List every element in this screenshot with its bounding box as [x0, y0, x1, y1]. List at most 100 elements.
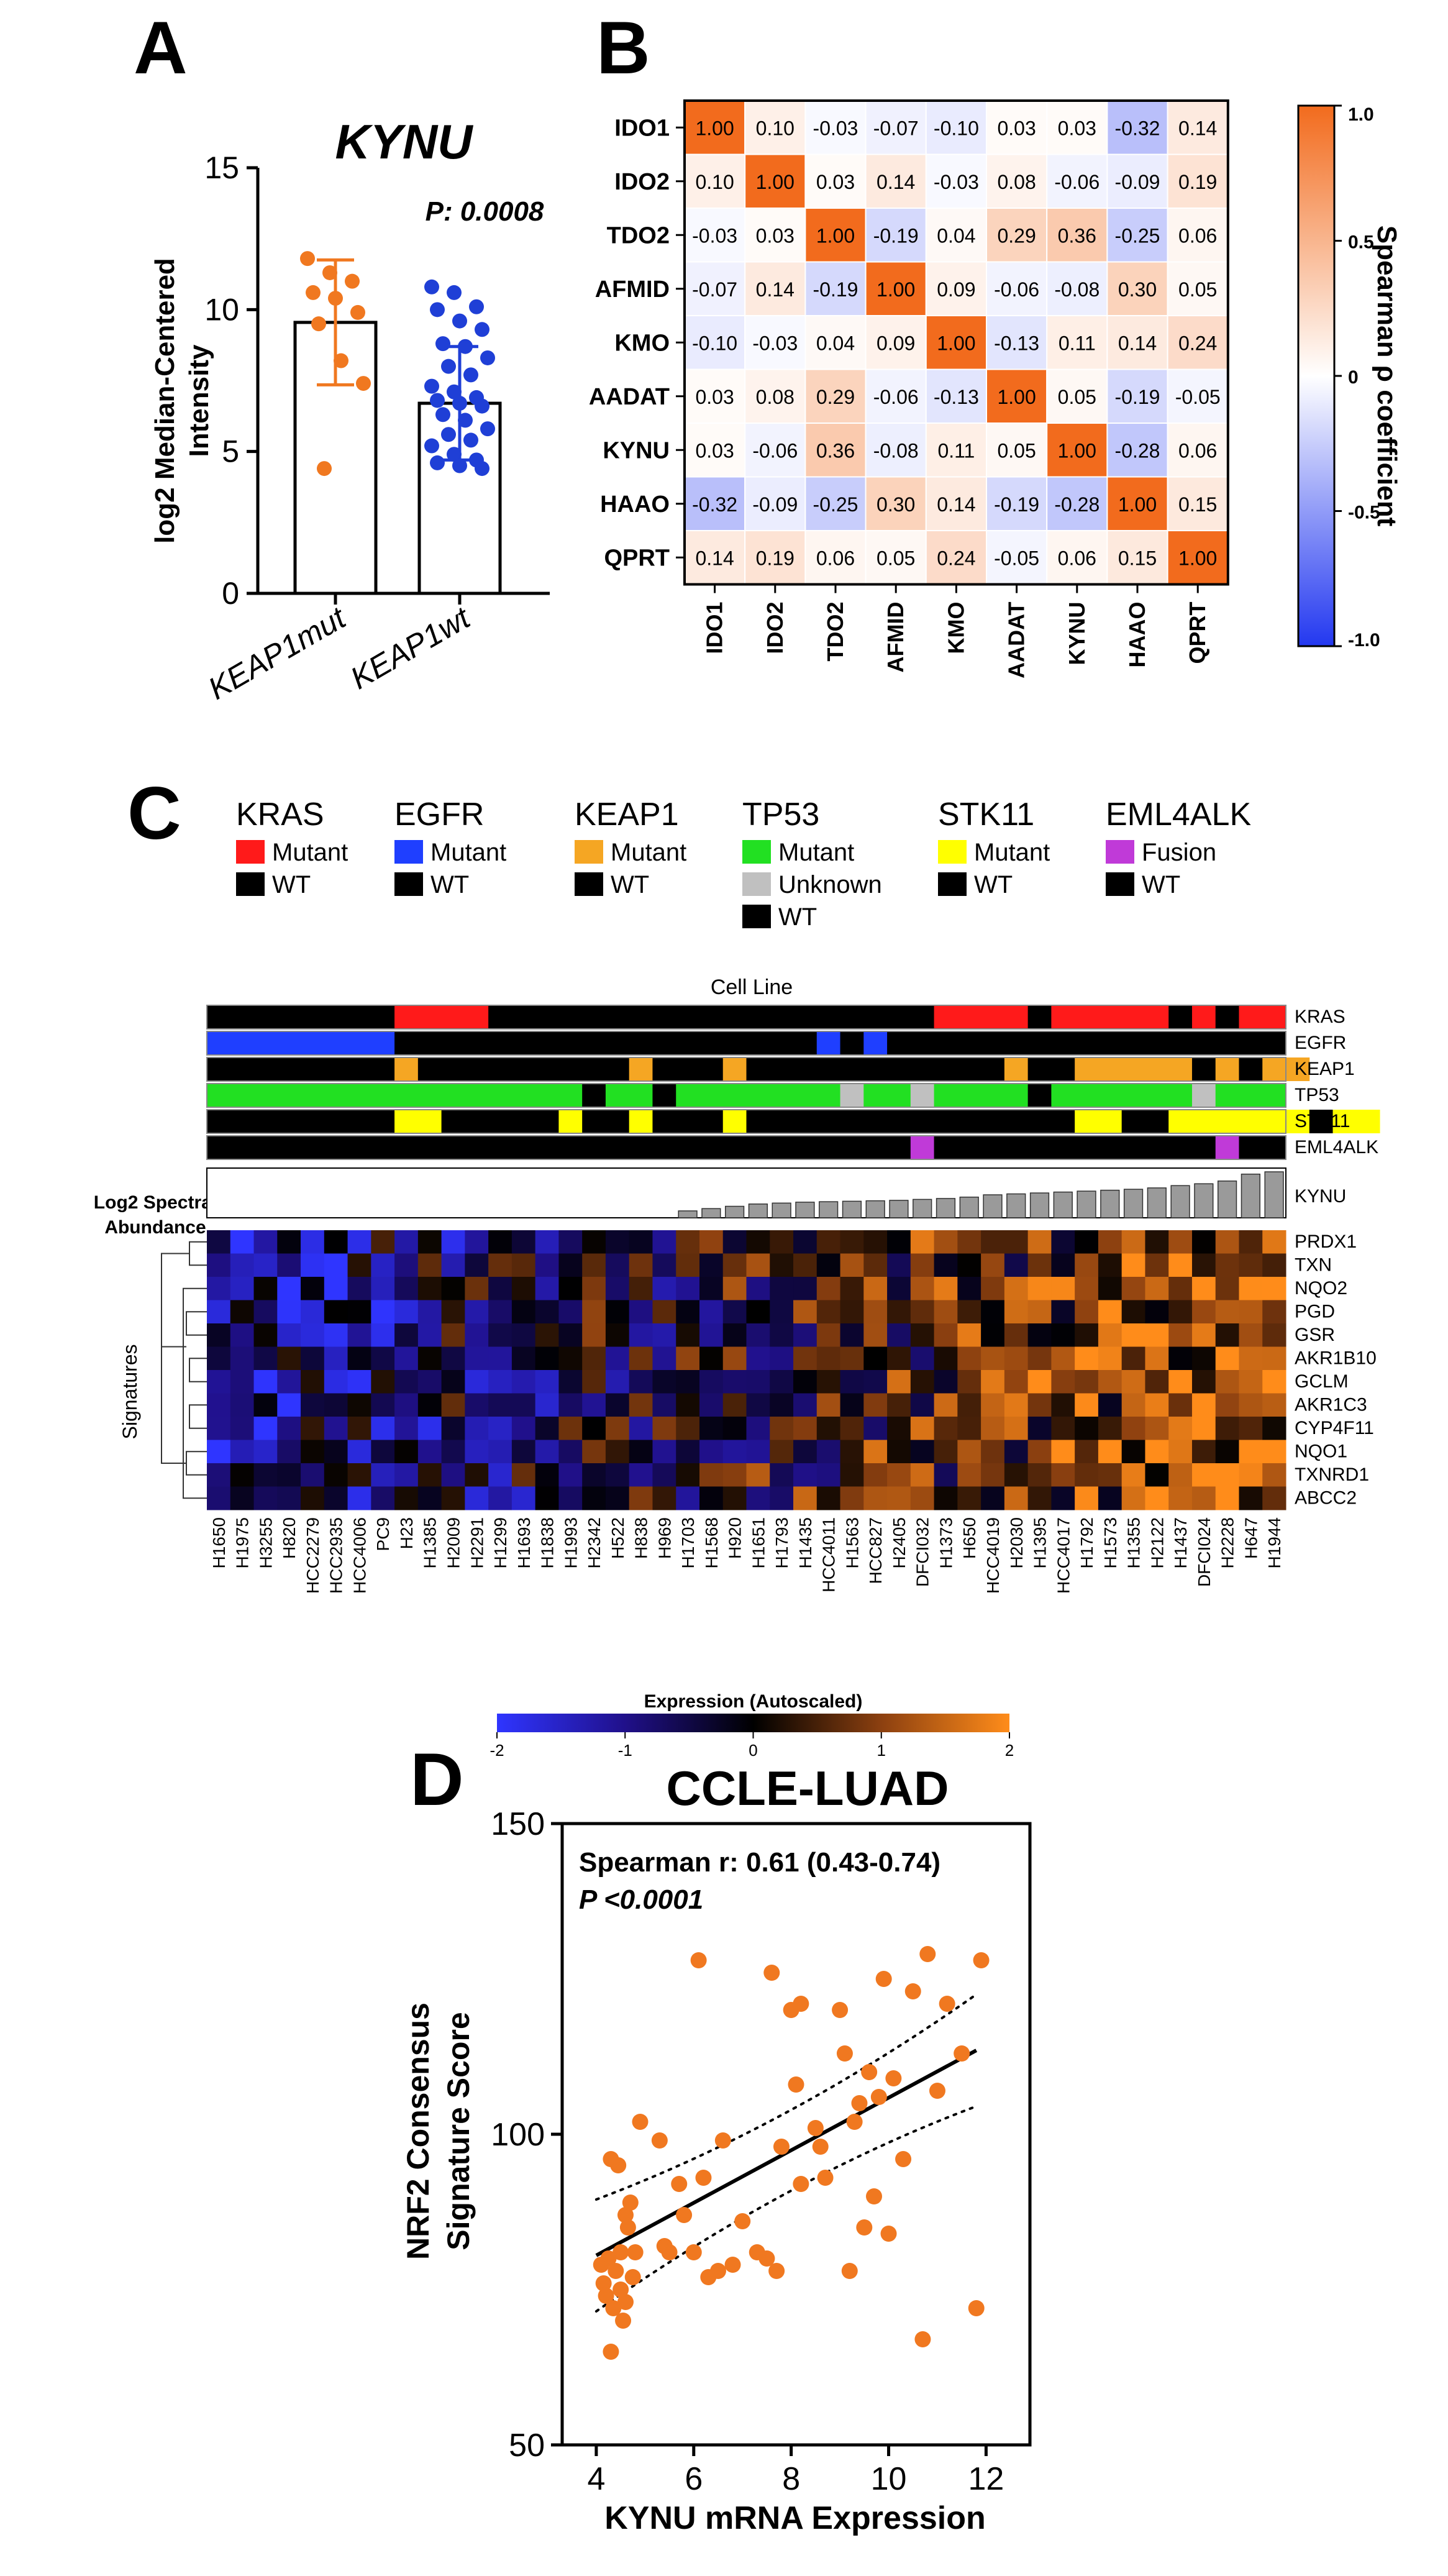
panel-c-expression-cell — [1168, 1277, 1193, 1300]
panel-c-cell-line-label: HCC2935 — [327, 1517, 346, 1594]
panel-c-expression-cell — [488, 1393, 512, 1417]
panel-c-expression-cell — [511, 1417, 536, 1440]
panel-c-expression-cell — [465, 1393, 489, 1417]
panel-b-cell — [925, 153, 988, 209]
panel-c-expression-cell — [629, 1323, 653, 1347]
panel-c-legend-swatch — [236, 840, 265, 864]
panel-c-expression-cell — [957, 1463, 981, 1487]
panel-a-point — [311, 316, 326, 332]
panel-c-expression-cell — [699, 1486, 724, 1510]
panel-c-legend-gene: TP53 — [742, 797, 819, 833]
panel-b-cell — [986, 315, 1048, 370]
panel-c-cell-line-label: H2342 — [585, 1517, 604, 1569]
panel-b-cell-label: 0.11 — [1059, 332, 1096, 354]
panel-a-title: KYNU — [335, 114, 473, 169]
panel-d-annotation-1: Spearman r: 0.61 (0.43-0.74) — [579, 1847, 940, 1878]
panel-c-kynu-label: KYNU — [1295, 1186, 1346, 1207]
panel-b-cell-label: 1.00 — [937, 332, 975, 354]
panel-c-annotation-cell — [1168, 1005, 1193, 1029]
panel-c-expression-cell — [1191, 1486, 1216, 1510]
panel-c-expression-cell — [981, 1253, 1005, 1277]
panel-c-annotation-cell — [1239, 1057, 1263, 1081]
panel-d-point — [610, 2157, 627, 2173]
panel-a-point — [447, 447, 462, 462]
panel-c-cell-line-label: HCC827 — [866, 1517, 885, 1584]
panel-a-point — [463, 367, 478, 383]
panel-c-expression-cell — [1098, 1486, 1122, 1510]
panel-b-cell-label: 1.00 — [695, 117, 734, 139]
panel-c-expression-cell — [1075, 1393, 1099, 1417]
panel-c-expression-cell — [981, 1486, 1005, 1510]
panel-c-expression-cell — [1004, 1253, 1029, 1277]
panel-c-expression-cell — [629, 1440, 653, 1464]
panel-c-expression-cell — [605, 1230, 630, 1254]
panel-c-expression-cell — [676, 1463, 700, 1487]
panel-c-expression-cell — [887, 1486, 911, 1510]
panel-c-expression-cell — [793, 1486, 817, 1510]
panel-c-expression-cell — [1145, 1277, 1169, 1300]
panel-c-expression-cell — [1121, 1370, 1145, 1394]
panel-c-legend-swatch — [742, 872, 771, 896]
panel-b-colorbar-tick-label: -0.5 — [1348, 503, 1380, 523]
panel-d-point — [817, 2170, 834, 2186]
panel-c-expression-cell — [1191, 1323, 1216, 1347]
panel-c-expression-cell — [816, 1300, 841, 1324]
panel-c-expression-cell — [722, 1463, 747, 1487]
panel-b-cell — [1106, 315, 1168, 370]
panel-c-bar-axis-label-line1: Log2 Spectral — [94, 1192, 217, 1213]
panel-c-colorbar-tick-label: -1 — [618, 1741, 632, 1760]
panel-c-annotation-cell — [652, 1110, 724, 1133]
panel-c-annotation-cell — [1027, 1005, 1052, 1029]
panel-c-expression-cell — [746, 1323, 770, 1347]
panel-c-expression-cell — [910, 1486, 935, 1510]
panel-c-expression-cell — [1262, 1370, 1286, 1394]
panel-c-expression-cell — [1004, 1277, 1029, 1300]
panel-b-cell-label: 0.36 — [1058, 224, 1096, 247]
panel-c-expression-cell — [652, 1393, 676, 1417]
panel-c-expression-cell — [1004, 1230, 1029, 1254]
panel-c-annotation-cell — [207, 1084, 583, 1107]
panel-a-point — [447, 285, 462, 300]
panel-b-cell-label: -0.06 — [1054, 171, 1100, 193]
panel-c-cell-line-label: H969 — [655, 1517, 674, 1559]
panel-c-expression-cell — [558, 1346, 583, 1371]
panel-c-annotation-frame — [206, 1109, 1286, 1134]
panel-b-cell-label: 0.05 — [997, 439, 1036, 462]
panel-a-point — [328, 291, 343, 306]
panel-d-point — [841, 2263, 858, 2279]
panel-d-point — [856, 2219, 873, 2236]
panel-c-expression-cell — [816, 1486, 841, 1510]
panel-b-colorbar-tick-label: 0 — [1348, 367, 1359, 388]
panel-c-expression-cell — [230, 1417, 255, 1440]
panel-c-expression-cell — [934, 1300, 958, 1324]
panel-c-expression-cell — [722, 1417, 747, 1440]
panel-c-expression-cell — [1004, 1346, 1029, 1371]
panel-d-point — [617, 2294, 634, 2310]
panel-c-annotation-cell — [582, 1110, 630, 1133]
panel-c-dendrogram-branch — [189, 1358, 207, 1382]
panel-c-cell-line-label: H920 — [726, 1517, 745, 1559]
panel-c-expression-cell — [1075, 1486, 1099, 1510]
panel-c-colorbar-tick-label: -2 — [489, 1741, 504, 1760]
panel-c-expression-cell — [746, 1463, 770, 1487]
panel-b-cell — [744, 368, 806, 424]
panel-c-expression-cell — [1051, 1277, 1075, 1300]
panel-c-expression-cell — [347, 1393, 371, 1417]
panel-c-expression-cell — [1098, 1323, 1122, 1347]
panel-d-point — [904, 1983, 921, 1999]
panel-c-expression-cell — [1098, 1230, 1122, 1254]
panel-c-expression-cell — [676, 1277, 700, 1300]
panel-c-expression-cell — [1215, 1346, 1239, 1371]
panel-c-expression-cell — [511, 1253, 536, 1277]
panel-b-col-label: HAAO — [1124, 602, 1150, 668]
panel-c-expression-cell — [770, 1277, 794, 1300]
panel-c-kynu-bar — [772, 1202, 791, 1218]
panel-c-expression-cell — [488, 1300, 512, 1324]
panel-c-cell-line-label: H1693 — [514, 1517, 534, 1569]
panel-c-expression-cell — [347, 1323, 371, 1347]
panel-b-cell — [1167, 261, 1229, 316]
panel-b-cell-label: 1.00 — [1118, 493, 1157, 516]
panel-c-annotation-cell — [1239, 1005, 1286, 1029]
panel-c-kynu-bar — [1264, 1171, 1284, 1218]
panel-c-expression-cell — [582, 1253, 606, 1277]
